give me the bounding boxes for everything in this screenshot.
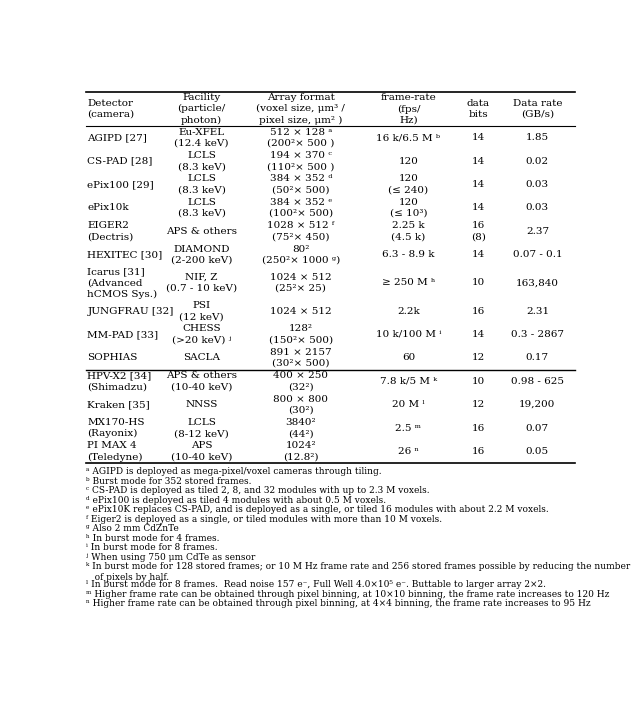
Text: Array format
(voxel size, μm³ /
pixel size, μm² ): Array format (voxel size, μm³ / pixel si…	[257, 93, 346, 124]
Text: 26 ⁿ: 26 ⁿ	[398, 447, 419, 456]
Text: 163,840: 163,840	[516, 279, 559, 287]
Text: SACLA: SACLA	[183, 354, 220, 363]
Text: Detector
(camera): Detector (camera)	[88, 99, 134, 119]
Text: ʲ When using 750 μm CdTe as sensor: ʲ When using 750 μm CdTe as sensor	[86, 553, 256, 562]
Text: 0.3 - 2867: 0.3 - 2867	[511, 330, 564, 339]
Text: 891 × 2157
(30²× 500): 891 × 2157 (30²× 500)	[270, 348, 332, 368]
Text: 384 × 352 ᵈ
(50²× 500): 384 × 352 ᵈ (50²× 500)	[269, 175, 332, 194]
Text: 1024 × 512
(25²× 25): 1024 × 512 (25²× 25)	[270, 273, 332, 293]
Text: ᵉ ePix10K replaces CS-PAD, and is deployed as a single, or tiled 16 modules with: ᵉ ePix10K replaces CS-PAD, and is deploy…	[86, 505, 549, 514]
Text: 0.07 - 0.1: 0.07 - 0.1	[513, 250, 562, 259]
Text: 2.31: 2.31	[526, 307, 549, 315]
Text: LCLS
(8-12 keV): LCLS (8-12 keV)	[174, 418, 229, 438]
Text: 0.02: 0.02	[526, 156, 549, 165]
Text: 2.37: 2.37	[526, 227, 549, 235]
Text: MM-PAD [33]: MM-PAD [33]	[88, 330, 159, 339]
Text: 1.85: 1.85	[526, 133, 549, 142]
Text: Eu-XFEL
(12.4 keV): Eu-XFEL (12.4 keV)	[174, 127, 228, 148]
Text: 0.07: 0.07	[526, 423, 549, 433]
Text: 14: 14	[472, 330, 485, 339]
Text: HEXITEC [30]: HEXITEC [30]	[88, 250, 163, 259]
Text: 400 × 250
(32²): 400 × 250 (32²)	[273, 371, 328, 391]
Text: data
bits: data bits	[467, 99, 490, 119]
Text: ˡ In burst mode for 8 frames.  Read noise 157 e⁻, Full Well 4.0×10⁵ e⁻. Buttable: ˡ In burst mode for 8 frames. Read noise…	[86, 580, 547, 589]
Text: 0.05: 0.05	[526, 447, 549, 456]
Text: 120
(≤ 240): 120 (≤ 240)	[388, 175, 428, 194]
Text: 3840²
(44²): 3840² (44²)	[285, 418, 316, 438]
Text: frame-rate
(fps/
Hz): frame-rate (fps/ Hz)	[381, 93, 436, 124]
Text: APS
(10-40 keV): APS (10-40 keV)	[171, 441, 232, 462]
Text: 194 × 370 ᶜ
(110²× 500 ): 194 × 370 ᶜ (110²× 500 )	[268, 151, 335, 171]
Text: 14: 14	[472, 133, 485, 142]
Text: ⁿ Higher frame rate can be obtained through pixel binning, at 4×4 binning, the f: ⁿ Higher frame rate can be obtained thro…	[86, 600, 591, 608]
Text: 0.03: 0.03	[526, 204, 549, 212]
Text: CHESS
(>20 keV) ʲ: CHESS (>20 keV) ʲ	[172, 325, 231, 344]
Text: MX170-HS
(Rayonix): MX170-HS (Rayonix)	[88, 418, 145, 438]
Text: ᶜ CS-PAD is deployed as tiled 2, 8, and 32 modules with up to 2.3 M voxels.: ᶜ CS-PAD is deployed as tiled 2, 8, and …	[86, 486, 430, 495]
Text: 800 × 800
(30²): 800 × 800 (30²)	[273, 395, 328, 415]
Text: 10: 10	[472, 377, 485, 386]
Text: 2.5 ᵐ: 2.5 ᵐ	[396, 423, 421, 433]
Text: ePix100 [29]: ePix100 [29]	[88, 180, 154, 189]
Text: ᵐ Higher frame rate can be obtained through pixel binning, at 10×10 binning, the: ᵐ Higher frame rate can be obtained thro…	[86, 590, 610, 599]
Text: 16: 16	[472, 447, 485, 456]
Text: 20 M ˡ: 20 M ˡ	[392, 400, 425, 409]
Text: 16: 16	[472, 307, 485, 315]
Text: Data rate
(GB/s): Data rate (GB/s)	[513, 99, 562, 119]
Text: 120
(≤ 10³): 120 (≤ 10³)	[390, 198, 427, 218]
Text: ᵍ Also 2 mm CdZnTe: ᵍ Also 2 mm CdZnTe	[86, 524, 179, 533]
Text: 0.98 - 625: 0.98 - 625	[511, 377, 564, 386]
Text: 19,200: 19,200	[519, 400, 556, 409]
Text: ᶠ Eiger2 is deployed as a single, or tiled modules with more than 10 M voxels.: ᶠ Eiger2 is deployed as a single, or til…	[86, 515, 443, 524]
Text: ᵏ In burst mode for 128 stored frames; or 10 M Hz frame rate and 256 stored fram: ᵏ In burst mode for 128 stored frames; o…	[86, 562, 630, 582]
Text: Kraken [35]: Kraken [35]	[88, 400, 150, 409]
Text: HPV-X2 [34]
(Shimadzu): HPV-X2 [34] (Shimadzu)	[88, 371, 152, 391]
Text: 16 k/6.5 M ᵇ: 16 k/6.5 M ᵇ	[376, 133, 440, 142]
Text: 16: 16	[472, 423, 485, 433]
Text: 384 × 352 ᵉ
(100²× 500): 384 × 352 ᵉ (100²× 500)	[269, 198, 333, 218]
Text: 120: 120	[399, 156, 419, 165]
Text: LCLS
(8.3 keV): LCLS (8.3 keV)	[177, 175, 225, 194]
Text: 2.2k: 2.2k	[397, 307, 420, 315]
Text: 80²
(250²× 1000 ᵍ): 80² (250²× 1000 ᵍ)	[262, 245, 340, 264]
Text: 12: 12	[472, 400, 485, 409]
Text: 14: 14	[472, 180, 485, 189]
Text: DIAMOND
(2-200 keV): DIAMOND (2-200 keV)	[171, 245, 232, 264]
Text: ᵇ Burst mode for 352 stored frames.: ᵇ Burst mode for 352 stored frames.	[86, 477, 252, 486]
Text: 1024 × 512: 1024 × 512	[270, 307, 332, 315]
Text: AGIPD [27]: AGIPD [27]	[88, 133, 147, 142]
Text: ≥ 250 M ʰ: ≥ 250 M ʰ	[381, 279, 435, 287]
Text: EIGER2
(Dectris): EIGER2 (Dectris)	[88, 221, 134, 241]
Text: Icarus [31]
(Advanced
hCMOS Sys.): Icarus [31] (Advanced hCMOS Sys.)	[88, 267, 157, 298]
Text: PSI
(12 keV): PSI (12 keV)	[179, 301, 224, 321]
Text: 1028 × 512 ᶠ
(75²× 450): 1028 × 512 ᶠ (75²× 450)	[268, 221, 335, 241]
Text: SOPHIAS: SOPHIAS	[88, 354, 138, 363]
Text: LCLS
(8.3 keV): LCLS (8.3 keV)	[177, 151, 225, 171]
Text: 14: 14	[472, 156, 485, 165]
Text: 12: 12	[472, 354, 485, 363]
Text: 0.03: 0.03	[526, 180, 549, 189]
Text: 2.25 k
(4.5 k): 2.25 k (4.5 k)	[391, 221, 426, 241]
Text: 128²
(150²× 500): 128² (150²× 500)	[269, 325, 333, 344]
Text: 14: 14	[472, 250, 485, 259]
Text: JUNGFRAU [32]: JUNGFRAU [32]	[88, 307, 174, 315]
Text: 60: 60	[402, 354, 415, 363]
Text: NNSS: NNSS	[186, 400, 218, 409]
Text: 512 × 128 ᵃ
(200²× 500 ): 512 × 128 ᵃ (200²× 500 )	[268, 127, 335, 148]
Text: APS & others
(10-40 keV): APS & others (10-40 keV)	[166, 371, 237, 391]
Text: 0.17: 0.17	[526, 354, 549, 363]
Text: 7.8 k/5 M ᵏ: 7.8 k/5 M ᵏ	[380, 377, 437, 386]
Text: CS-PAD [28]: CS-PAD [28]	[88, 156, 153, 165]
Text: ePix10k: ePix10k	[88, 204, 129, 212]
Text: 1024²
(12.8²): 1024² (12.8²)	[283, 441, 319, 462]
Text: ᵃ AGIPD is deployed as mega-pixel/voxel cameras through tiling.: ᵃ AGIPD is deployed as mega-pixel/voxel …	[86, 467, 382, 476]
Text: ᵈ ePix100 is deployed as tiled 4 modules with about 0.5 M voxels.: ᵈ ePix100 is deployed as tiled 4 modules…	[86, 496, 387, 505]
Text: ʰ In burst mode for 4 frames.: ʰ In burst mode for 4 frames.	[86, 534, 220, 543]
Text: ⁱ In burst mode for 8 frames.: ⁱ In burst mode for 8 frames.	[86, 543, 218, 552]
Text: LCLS
(8.3 keV): LCLS (8.3 keV)	[177, 198, 225, 218]
Text: 10: 10	[472, 279, 485, 287]
Text: 10 k/100 M ⁱ: 10 k/100 M ⁱ	[376, 330, 441, 339]
Text: PI MAX 4
(Teledyne): PI MAX 4 (Teledyne)	[88, 441, 143, 462]
Text: Facility
(particle/
photon): Facility (particle/ photon)	[177, 93, 226, 124]
Text: APS & others: APS & others	[166, 227, 237, 235]
